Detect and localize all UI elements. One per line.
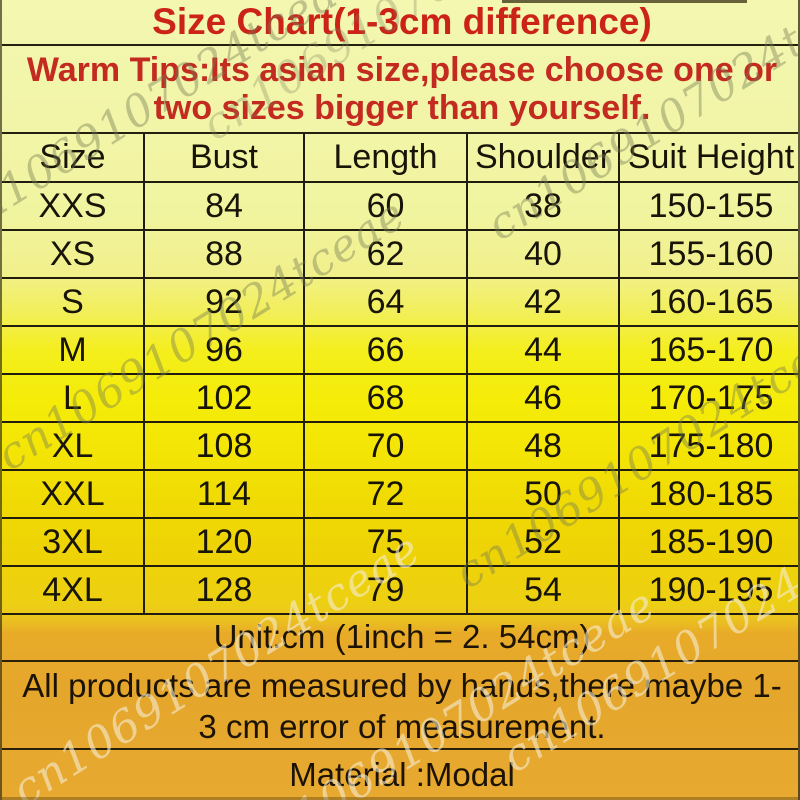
unit-note: Unit:cm (1inch = 2. 54cm) [213,618,591,655]
table-cell: 165-170 [618,325,798,375]
table-cell: 92 [143,277,305,327]
table-row-s: S 92 64 42 160-165 [2,277,798,327]
table-cell: XXS [2,181,145,231]
table-cell: 46 [466,373,620,423]
table-cell: 50 [466,469,620,519]
table-cell: 175-180 [618,421,798,471]
warm-tips-line2: two sizes bigger than yourself. [153,89,651,127]
table-row-xs: XS 88 62 40 155-160 [2,229,798,279]
table-cell: 170-175 [618,373,798,423]
table-cell: 44 [466,325,620,375]
table-cell: 4XL [2,565,145,615]
table-cell: 114 [143,469,305,519]
table-cell: XS [2,229,145,279]
material-note-band: Material :Modal [2,750,798,800]
table-row-xxs: XXS 84 60 38 150-155 [2,181,798,231]
table-cell: 190-195 [618,565,798,615]
table-cell: XXL [2,469,145,519]
table-cell: 108 [143,421,305,471]
table-row-m: M 96 66 44 165-170 [2,325,798,375]
table-cell: 54 [466,565,620,615]
table-cell: 68 [303,373,468,423]
table-cell: 120 [143,517,305,567]
table-cell: 84 [143,181,305,231]
material-note: Material :Modal [289,756,515,793]
table-cell: 155-160 [618,229,798,279]
size-table: Size Bust Length Shoulder Suit Height XX… [2,134,798,615]
table-row-xl: XL 108 70 48 175-180 [2,421,798,471]
measure-note-line2: 3 cm error of measurement. [198,708,606,745]
unit-note-band: Unit:cm (1inch = 2. 54cm) [2,614,798,662]
column-header-suit-height: Suit Height [618,134,798,183]
column-header-length: Length [303,134,468,183]
column-header-size: Size [2,134,145,183]
table-cell: L [2,373,145,423]
table-cell: 128 [143,565,305,615]
table-cell: 66 [303,325,468,375]
top-edge-artifact-line [502,0,747,3]
table-header-row: Size Bust Length Shoulder Suit Height [2,134,798,183]
page-title: Size Chart(1-3cm difference) [152,1,652,42]
table-cell: 180-185 [618,469,798,519]
column-header-shoulder: Shoulder [466,134,620,183]
table-cell: 88 [143,229,305,279]
table-cell: 160-165 [618,277,798,327]
table-cell: 185-190 [618,517,798,567]
table-cell: 60 [303,181,468,231]
bottom-edge-artifact-line [2,797,798,800]
table-row-l: L 102 68 46 170-175 [2,373,798,423]
measurement-note-band: All products are measured by hands,there… [2,662,798,750]
table-cell: 52 [466,517,620,567]
table-row-4xl: 4XL 128 79 54 190-195 [2,565,798,615]
warm-tips-line1: Warm Tips:Its asian size,please choose o… [26,51,778,89]
table-cell: 70 [303,421,468,471]
table-cell: 48 [466,421,620,471]
table-cell: M [2,325,145,375]
table-cell: 38 [466,181,620,231]
table-cell: 102 [143,373,305,423]
measure-note-line1: All products are measured by hands,there… [22,667,782,704]
title-band: Size Chart(1-3cm difference) [2,0,798,46]
table-cell: 64 [303,277,468,327]
table-cell: S [2,277,145,327]
table-cell: 79 [303,565,468,615]
table-cell: 3XL [2,517,145,567]
table-cell: 96 [143,325,305,375]
table-cell: XL [2,421,145,471]
table-cell: 42 [466,277,620,327]
table-row-3xl: 3XL 120 75 52 185-190 [2,517,798,567]
column-header-bust: Bust [143,134,305,183]
table-row-xxl: XXL 114 72 50 180-185 [2,469,798,519]
warm-tips-band: Warm Tips:Its asian size,please choose o… [2,46,798,134]
table-cell: 150-155 [618,181,798,231]
table-cell: 40 [466,229,620,279]
table-cell: 75 [303,517,468,567]
table-cell: 72 [303,469,468,519]
table-cell: 62 [303,229,468,279]
